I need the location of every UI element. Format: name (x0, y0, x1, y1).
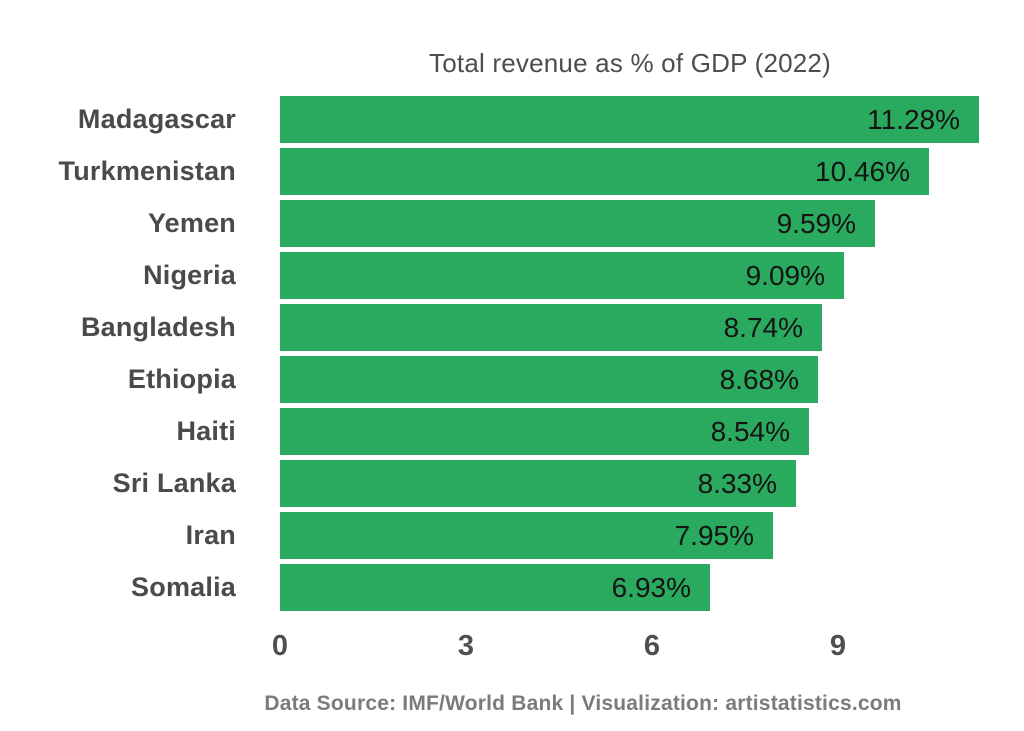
value-label: 6.93% (611, 571, 691, 603)
bar-row: Somalia 6.93% (0, 564, 1024, 611)
bar-row: Haiti 8.54% (0, 408, 1024, 455)
bar: 8.74% (280, 304, 822, 351)
bar-row: Bangladesh 8.74% (0, 304, 1024, 351)
value-label: 8.74% (723, 311, 803, 343)
bar-row: Yemen 9.59% (0, 200, 1024, 247)
category-label: Somalia (131, 572, 236, 602)
x-axis-tick-label: 0 (271, 630, 289, 662)
bar-row: Turkmenistan 10.46% (0, 148, 1024, 195)
x-axis-tick-label: 6 (643, 630, 661, 662)
bar: 9.59% (280, 200, 875, 247)
category-label: Nigeria (143, 260, 236, 290)
bar: 6.93% (280, 564, 710, 611)
bar: 8.33% (280, 460, 796, 507)
category-label: Sri Lanka (112, 468, 236, 498)
bar: 8.68% (280, 356, 818, 403)
bar-row: Sri Lanka 8.33% (0, 460, 1024, 507)
category-label: Ethiopia (127, 364, 236, 394)
chart-title: Total revenue as % of GDP (2022) (429, 48, 831, 78)
value-label: 8.54% (710, 415, 790, 447)
source-note: Data Source: IMF/World Bank | Visualizat… (264, 692, 902, 715)
category-label: Haiti (176, 416, 236, 446)
value-label: 11.28% (867, 103, 960, 135)
bar-row: Madagascar 11.28% (0, 96, 1024, 143)
bar: 11.28% (280, 96, 979, 143)
bar: 7.95% (280, 512, 773, 559)
bar: 10.46% (280, 148, 929, 195)
x-axis-tick-label: 3 (457, 630, 475, 662)
category-label: Bangladesh (80, 312, 236, 342)
bar: 8.54% (280, 408, 809, 455)
value-label: 9.59% (776, 207, 856, 239)
bar-row: Iran 7.95% (0, 512, 1024, 559)
value-label: 7.95% (674, 519, 754, 551)
value-label: 9.09% (745, 259, 825, 291)
value-label: 8.68% (719, 363, 799, 395)
category-label: Yemen (147, 208, 236, 238)
bar-row: Ethiopia 8.68% (0, 356, 1024, 403)
bar: 9.09% (280, 252, 844, 299)
value-label: 10.46% (815, 155, 910, 187)
bar-row: Nigeria 9.09% (0, 252, 1024, 299)
category-label: Iran (185, 520, 236, 550)
category-label: Madagascar (77, 104, 236, 134)
x-axis-tick-label: 9 (829, 630, 847, 662)
value-label: 8.33% (697, 467, 777, 499)
category-label: Turkmenistan (58, 156, 236, 186)
gridline (929, 88, 933, 627)
